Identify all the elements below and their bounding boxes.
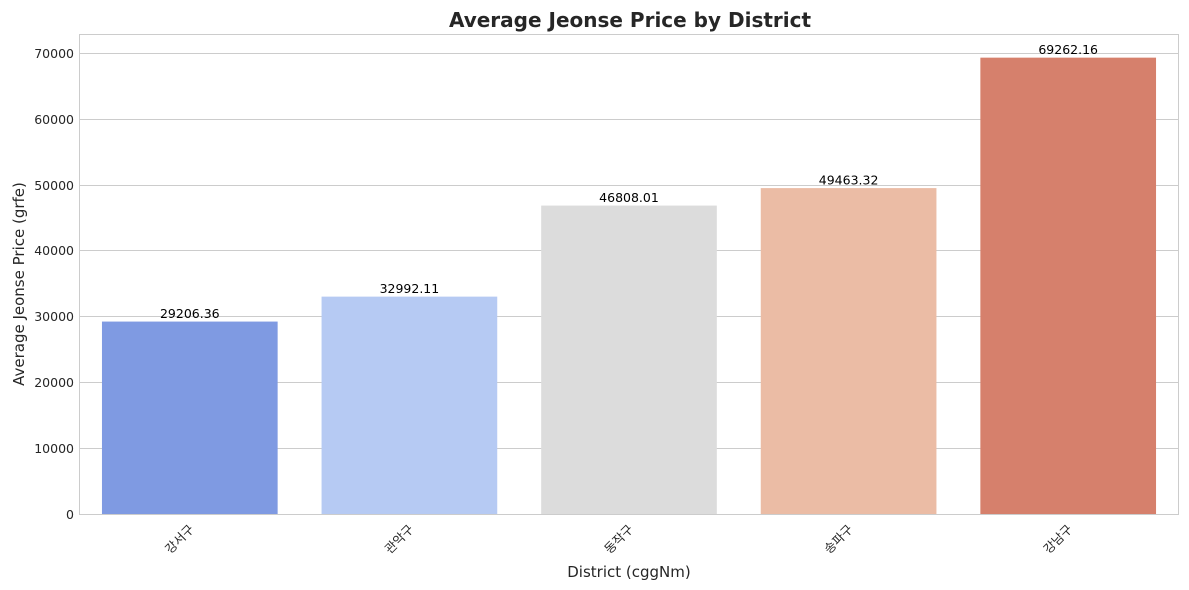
data-label-3: 49463.32: [819, 173, 879, 188]
data-label-1: 32992.11: [380, 281, 440, 296]
y-axis-label: Average Jeonse Price (grfe): [10, 182, 28, 386]
y-tick-label: 10000: [34, 441, 74, 456]
x-axis-label: District (cggNm): [567, 563, 690, 581]
y-tick-label: 30000: [34, 309, 74, 324]
y-tick-label: 70000: [34, 46, 74, 61]
y-axis-ticks: 0 10000 20000 30000 40000 50000 60000 70000: [34, 46, 74, 522]
data-label-2: 46808.01: [599, 190, 659, 205]
y-tick-label: 50000: [34, 178, 74, 193]
bars: [101, 57, 1157, 515]
y-tick-label: 60000: [34, 112, 74, 127]
y-tick-label: 20000: [34, 375, 74, 390]
bar-3: [760, 188, 937, 515]
data-label-4: 69262.16: [1038, 42, 1098, 57]
plot-frame: [79, 34, 1179, 515]
y-tick-label: 0: [66, 507, 74, 522]
bar-0: [101, 321, 278, 514]
data-label-0: 29206.36: [160, 306, 220, 321]
bar-2: [541, 205, 717, 514]
bar-4: [980, 57, 1157, 514]
x-tick-label-2: 동작구: [601, 522, 636, 557]
chart-title: Average Jeonse Price by District: [449, 8, 812, 32]
data-labels: 29206.36 32992.11 46808.01 49463.32 69262.16: [160, 42, 1098, 321]
x-tick-label-3: 송파구: [821, 522, 856, 557]
y-tick-label: 40000: [34, 243, 74, 258]
x-tick-label-4: 강남구: [1040, 522, 1075, 557]
x-axis-ticks: 강서구 관악구 동작구 송파구 강남구: [162, 522, 1075, 557]
x-tick-label-0: 강서구: [162, 522, 197, 557]
bar-1: [321, 296, 498, 514]
x-tick-label-1: 관악구: [382, 522, 417, 557]
